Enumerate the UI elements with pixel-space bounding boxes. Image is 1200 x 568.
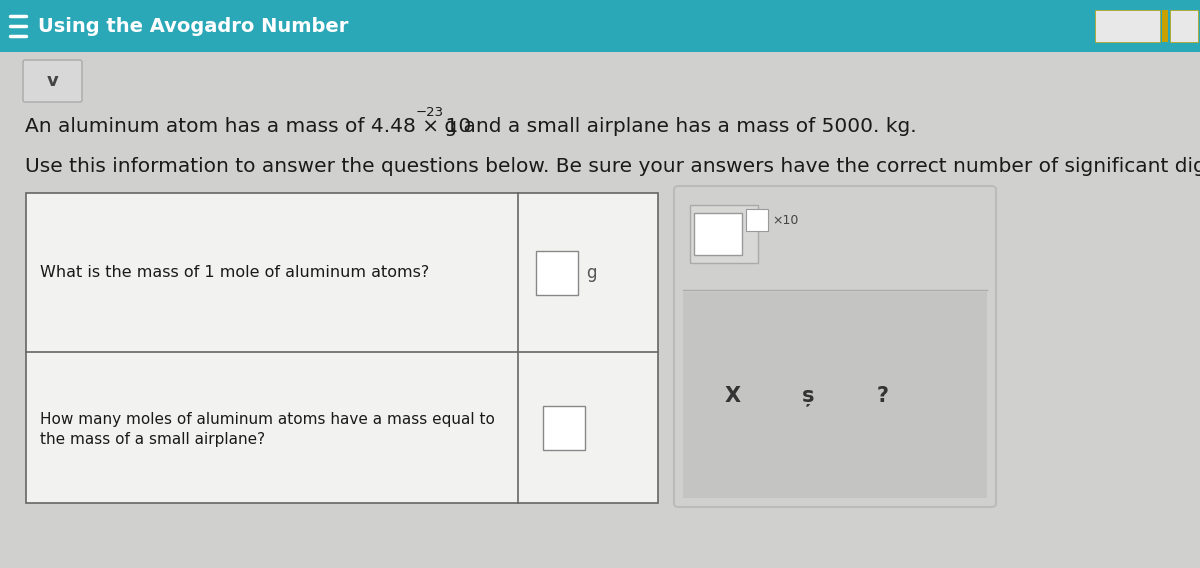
Text: ș: ș <box>802 386 815 407</box>
Bar <box>690 205 758 263</box>
Bar <box>694 213 742 255</box>
Text: What is the mass of 1 mole of aluminum atoms?: What is the mass of 1 mole of aluminum a… <box>40 265 430 280</box>
Text: X: X <box>725 386 742 407</box>
Text: Use this information to answer the questions below. Be sure your answers have th: Use this information to answer the quest… <box>25 157 1200 177</box>
Bar <box>542 406 586 449</box>
Bar <box>1170 10 1198 41</box>
Text: How many moles of aluminum atoms have a mass equal to: How many moles of aluminum atoms have a … <box>40 412 494 427</box>
Text: g: g <box>586 264 596 282</box>
Text: −23: −23 <box>416 107 444 119</box>
Text: ×10: ×10 <box>772 214 798 227</box>
Bar <box>683 292 986 498</box>
Text: v: v <box>47 72 59 90</box>
Bar <box>1096 10 1160 41</box>
Text: An aluminum atom has a mass of 4.48 × 10: An aluminum atom has a mass of 4.48 × 10 <box>25 118 472 136</box>
Bar <box>0 0 1200 52</box>
FancyBboxPatch shape <box>674 186 996 507</box>
Bar <box>26 193 658 503</box>
Text: g and a small airplane has a mass of 5000. kg.: g and a small airplane has a mass of 500… <box>438 118 917 136</box>
Bar <box>536 250 578 294</box>
FancyBboxPatch shape <box>23 60 82 102</box>
Bar <box>746 209 768 231</box>
Text: ?: ? <box>877 386 889 407</box>
Bar <box>1162 10 1168 41</box>
Text: the mass of a small airplane?: the mass of a small airplane? <box>40 432 265 447</box>
Text: Using the Avogadro Number: Using the Avogadro Number <box>38 16 348 35</box>
